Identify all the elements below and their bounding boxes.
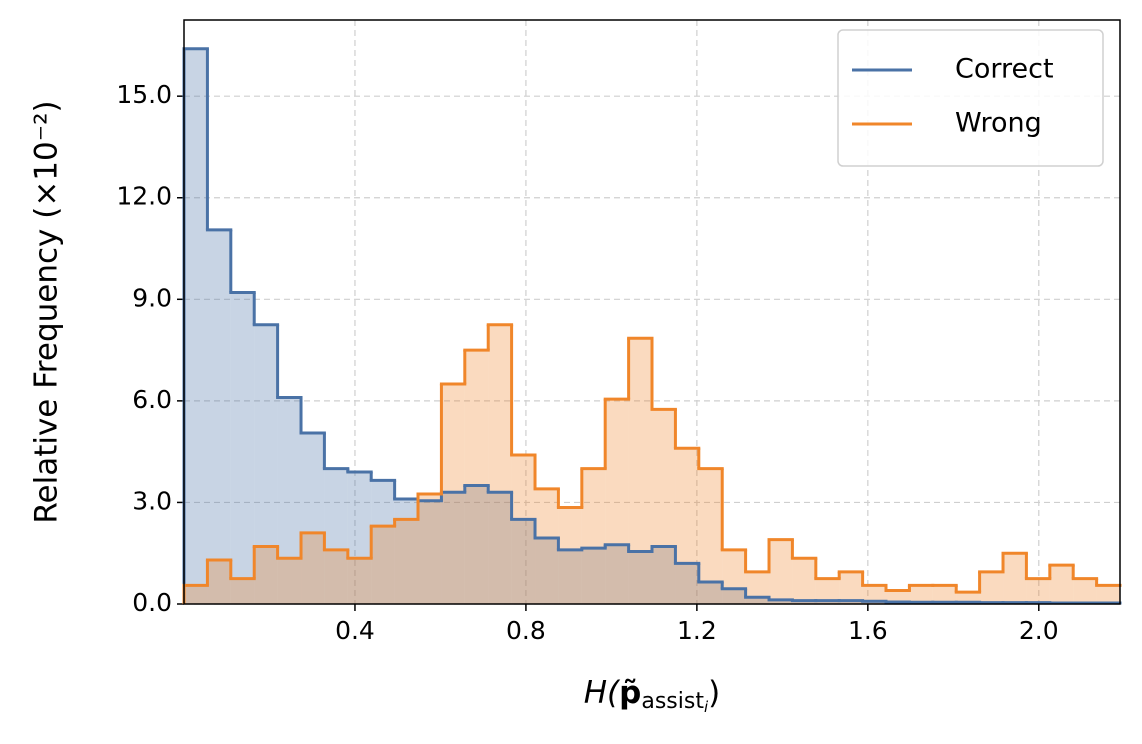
histogram-bar bbox=[207, 559, 231, 604]
histogram-bar bbox=[792, 600, 816, 604]
histogram-bar bbox=[394, 499, 418, 604]
histogram-bar bbox=[324, 549, 348, 604]
x-label-part: p̃ bbox=[619, 675, 641, 711]
histogram-bar bbox=[488, 492, 512, 604]
histogram-bar bbox=[347, 471, 372, 604]
histogram-bar bbox=[722, 588, 746, 604]
histogram-bar bbox=[277, 397, 302, 604]
x-label-part: H( bbox=[584, 675, 621, 711]
histogram-bar bbox=[698, 581, 723, 604]
x-tick-label: 1.6 bbox=[848, 616, 888, 645]
histogram-bar bbox=[675, 448, 699, 604]
histogram-bar bbox=[184, 585, 208, 604]
histogram-bar bbox=[464, 350, 489, 604]
histogram-bar bbox=[979, 571, 1004, 604]
histogram-bar bbox=[1096, 585, 1120, 604]
y-tick-label: 0.0 bbox=[132, 588, 172, 617]
histogram-bar bbox=[581, 548, 606, 604]
y-tick-label: 6.0 bbox=[132, 385, 172, 414]
histogram-bar bbox=[394, 519, 418, 604]
histogram-bar bbox=[769, 539, 793, 604]
x-label-part: assist bbox=[641, 689, 704, 714]
legend-label: Wrong bbox=[955, 108, 1042, 139]
x-tick-label: 0.4 bbox=[335, 616, 375, 645]
plot-frame bbox=[183, 19, 1121, 605]
legend-box bbox=[837, 29, 1104, 167]
histogram-bar bbox=[230, 578, 255, 604]
histogram-bar bbox=[558, 549, 582, 604]
histogram-bar bbox=[558, 507, 582, 604]
histogram-series bbox=[184, 324, 1120, 604]
histogram-bar bbox=[511, 519, 536, 604]
y-axis-label: Relative Frequency (×10⁻²) bbox=[29, 100, 65, 523]
histogram-bar bbox=[254, 324, 278, 604]
histogram-bar bbox=[418, 493, 442, 604]
histogram-bar bbox=[581, 468, 606, 604]
histogram-bar bbox=[605, 399, 629, 604]
histogram-bar bbox=[815, 600, 840, 604]
histogram-bar bbox=[722, 549, 746, 604]
histogram-bar bbox=[488, 324, 512, 604]
histogram-bar bbox=[862, 585, 886, 604]
histogram-bar bbox=[769, 599, 793, 604]
histogram-bar bbox=[347, 558, 372, 604]
histogram-bar bbox=[324, 468, 348, 604]
histogram-bar bbox=[301, 433, 325, 604]
y-tick-label: 3.0 bbox=[132, 486, 172, 515]
histogram-bar bbox=[535, 488, 559, 604]
histogram-bar bbox=[535, 537, 559, 604]
y-tick-label: 12.0 bbox=[116, 182, 172, 211]
histogram-bar bbox=[745, 597, 770, 604]
histogram-bar bbox=[230, 292, 255, 604]
legend-label: Correct bbox=[955, 54, 1054, 85]
histogram-series bbox=[184, 48, 1120, 605]
histogram-bar bbox=[1073, 578, 1097, 604]
histogram-bar bbox=[932, 585, 957, 604]
histogram-bar bbox=[839, 571, 863, 604]
histogram-bar bbox=[652, 409, 676, 604]
histogram-bar bbox=[628, 551, 652, 604]
histogram-bar bbox=[184, 48, 208, 605]
histogram-outline bbox=[182, 323, 1122, 604]
histogram-bar bbox=[909, 585, 933, 604]
histogram-bar bbox=[628, 338, 652, 604]
histogram-bar bbox=[1026, 578, 1050, 604]
histogram-bar bbox=[371, 480, 395, 604]
histogram-bar bbox=[207, 229, 231, 605]
legend: Correct Wrong bbox=[837, 29, 1104, 167]
histogram-bar bbox=[745, 571, 770, 604]
histogram-bar bbox=[839, 600, 863, 604]
histogram-bar bbox=[254, 546, 278, 604]
histogram-bar bbox=[511, 455, 536, 604]
histogram-bar bbox=[418, 500, 442, 604]
histogram-bar bbox=[698, 468, 723, 604]
histogram-bar bbox=[792, 558, 816, 604]
histogram-bar bbox=[675, 563, 699, 604]
histogram-bar bbox=[652, 546, 676, 604]
x-label-part: i bbox=[704, 698, 709, 716]
x-axis-label: H(p̃assisti) bbox=[584, 675, 721, 716]
histogram-bar bbox=[1049, 565, 1074, 604]
x-tick-label: 1.2 bbox=[677, 616, 717, 645]
histogram-bar bbox=[464, 485, 489, 604]
histogram-bar bbox=[956, 592, 980, 604]
histogram-bar bbox=[815, 578, 840, 604]
x-label-part: ) bbox=[708, 675, 720, 711]
y-tick-label: 9.0 bbox=[132, 283, 172, 312]
y-tick-label: 15.0 bbox=[116, 80, 172, 109]
histogram-bar bbox=[277, 558, 302, 604]
histogram-bar bbox=[301, 532, 325, 604]
x-tick-label: 0.8 bbox=[506, 616, 546, 645]
histogram-bar bbox=[371, 526, 395, 604]
histogram-bar bbox=[441, 383, 465, 604]
histogram-bar bbox=[605, 544, 629, 604]
histogram-bar bbox=[1003, 553, 1027, 604]
x-tick-label: 2.0 bbox=[1019, 616, 1059, 645]
histogram-bar bbox=[441, 492, 465, 604]
